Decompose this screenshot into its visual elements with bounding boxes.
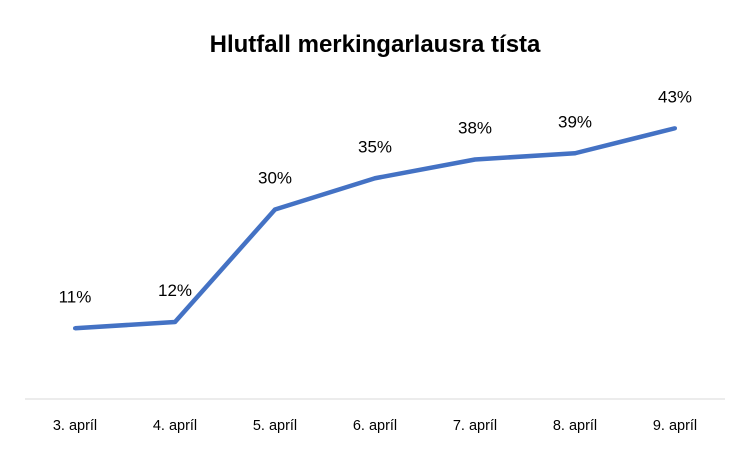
data-label: 39% [558, 112, 592, 131]
data-point [173, 320, 177, 324]
x-tick-label: 3. apríl [53, 418, 97, 434]
x-axis-ticks: 3. apríl 4. apríl 5. apríl 6. apríl 7. apríl… [53, 418, 697, 434]
data-label: 43% [658, 87, 692, 106]
data-point [573, 151, 577, 156]
data-point [473, 157, 477, 162]
chart-title: Hlutfall merkingarlausra tísta [210, 31, 541, 58]
data-label: 11% [59, 287, 92, 306]
x-tick-label: 9. apríl [653, 418, 697, 434]
data-label: 35% [358, 137, 392, 156]
x-tick-label: 6. apríl [353, 418, 397, 434]
x-tick-label: 5. apríl [253, 418, 297, 434]
x-tick-label: 4. apríl [153, 418, 197, 434]
x-tick-label: 8. apríl [553, 418, 597, 434]
x-tick-label: 7. apríl [453, 418, 497, 434]
data-point [73, 326, 77, 331]
data-label: 12% [158, 281, 192, 300]
data-labels: 11% 12% 30% 35% 38% 39% 43% [59, 87, 692, 306]
data-label: 30% [258, 169, 292, 188]
data-point [673, 126, 677, 131]
series-group [73, 126, 677, 331]
data-point [373, 176, 377, 181]
data-point [273, 207, 277, 212]
data-label: 38% [458, 119, 492, 138]
